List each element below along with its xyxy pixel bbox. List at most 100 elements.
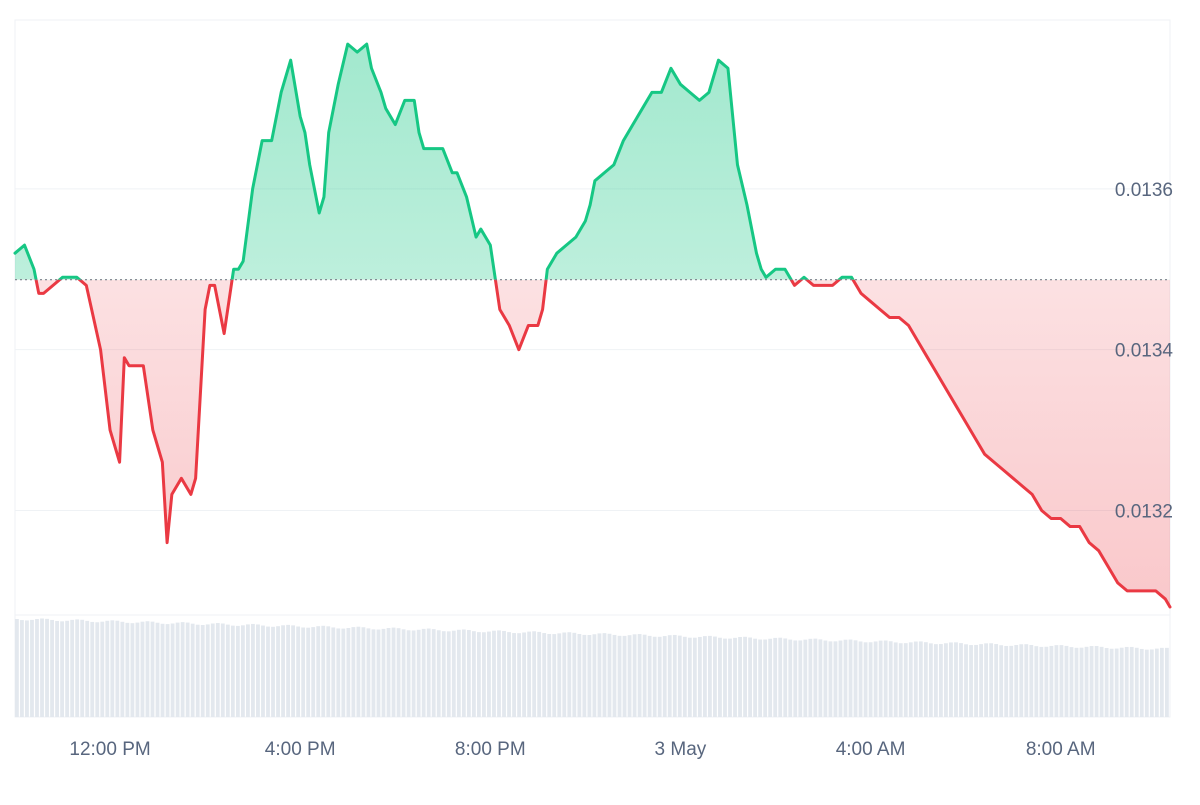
volume-bar bbox=[466, 630, 471, 717]
volume-bar bbox=[808, 638, 813, 717]
volume-bar bbox=[718, 637, 722, 717]
volume-bar bbox=[396, 628, 401, 717]
volume-bar bbox=[1054, 645, 1059, 717]
volume-bar bbox=[582, 634, 587, 717]
volume-bar bbox=[261, 625, 265, 717]
y-tick-label: 0.0134 bbox=[1115, 341, 1174, 362]
volume-bar bbox=[527, 631, 532, 717]
volume-bar bbox=[80, 619, 85, 717]
volume-bar bbox=[25, 620, 29, 717]
volume-bar bbox=[281, 625, 285, 717]
volume-bar bbox=[828, 641, 833, 717]
volume-bar bbox=[55, 621, 59, 717]
volume-bar bbox=[617, 635, 622, 717]
volume-bar bbox=[913, 641, 918, 717]
volume-bar bbox=[989, 643, 994, 717]
volume-bar bbox=[602, 633, 607, 717]
volume-bar bbox=[125, 622, 130, 717]
volume-bar bbox=[964, 644, 968, 717]
volume-bar bbox=[923, 642, 928, 717]
volume-bar bbox=[728, 638, 732, 717]
volume-bar bbox=[1134, 647, 1139, 717]
volume-bar bbox=[969, 645, 973, 717]
volume-bar bbox=[436, 630, 441, 717]
volume-bar bbox=[195, 624, 200, 717]
volume-bar bbox=[933, 644, 938, 717]
volume-bar bbox=[271, 626, 275, 717]
volume-bar bbox=[110, 620, 115, 717]
volume-bar bbox=[95, 622, 100, 717]
volume-bar bbox=[647, 635, 652, 717]
volume-bar bbox=[748, 637, 752, 717]
volume-bar bbox=[984, 643, 989, 717]
volume-bar bbox=[667, 635, 672, 717]
volume-bar bbox=[532, 631, 537, 717]
x-axis-ticks: 12:00 PM 4:00 PM 8:00 PM 3 May 4:00 AM 8:00 A… bbox=[69, 739, 1095, 760]
volume-bar bbox=[105, 620, 110, 717]
volume-bar bbox=[487, 631, 491, 717]
volume-bar bbox=[1129, 646, 1134, 717]
volume-bar bbox=[1004, 645, 1009, 717]
volume-bar bbox=[873, 641, 878, 717]
area-above-baseline bbox=[15, 44, 853, 280]
volume-bar bbox=[160, 623, 165, 717]
volume-bar bbox=[557, 633, 562, 717]
volume-bar bbox=[482, 632, 486, 717]
volume-bar bbox=[592, 634, 597, 717]
volume-bar bbox=[100, 621, 105, 717]
volume-bar bbox=[954, 642, 958, 717]
volume-bar bbox=[371, 629, 376, 717]
volume-bar bbox=[150, 621, 155, 717]
volume-bar bbox=[612, 634, 617, 717]
volume-bar bbox=[723, 638, 727, 717]
volume-bar bbox=[246, 624, 250, 717]
volume-bar bbox=[979, 644, 983, 717]
volume-bar bbox=[657, 636, 662, 717]
x-tick-label: 8:00 PM bbox=[455, 739, 526, 760]
volume-bar bbox=[1009, 645, 1014, 717]
volume-bar bbox=[336, 628, 341, 717]
volume-bar bbox=[50, 619, 54, 717]
volume-bar bbox=[376, 629, 381, 717]
volume-bar bbox=[687, 637, 692, 717]
volume-bar bbox=[1064, 645, 1069, 717]
volume-bar bbox=[677, 635, 682, 717]
volume-bar bbox=[918, 641, 923, 717]
x-tick-label: 3 May bbox=[655, 739, 707, 760]
volume-bar bbox=[1119, 647, 1124, 717]
volume-bar bbox=[15, 619, 19, 717]
volume-bar bbox=[833, 641, 838, 717]
volume-bar bbox=[627, 635, 632, 717]
volume-bar bbox=[838, 640, 843, 717]
volume-bar bbox=[572, 632, 577, 717]
volume-bar bbox=[682, 636, 687, 717]
volume-bar bbox=[878, 640, 883, 717]
volume-bar bbox=[210, 623, 215, 717]
volume-bar bbox=[783, 638, 788, 717]
volume-bar bbox=[85, 620, 90, 717]
volume-bar bbox=[577, 633, 582, 717]
volume-bar bbox=[90, 621, 95, 717]
price-line-up bbox=[13, 42, 855, 280]
volume-bar bbox=[758, 639, 763, 717]
volume-bar bbox=[949, 642, 953, 717]
volume-bar bbox=[426, 628, 431, 717]
volume-bar bbox=[70, 619, 75, 717]
volume-bar bbox=[286, 624, 290, 717]
x-tick-label: 8:00 AM bbox=[1026, 739, 1096, 760]
volume-bar bbox=[346, 627, 351, 717]
volume-bar bbox=[235, 625, 240, 717]
volume-bar bbox=[190, 623, 195, 717]
volume-bar bbox=[517, 633, 521, 717]
volume-bar bbox=[135, 622, 140, 717]
volume-bar bbox=[944, 643, 948, 717]
volume-bar bbox=[692, 637, 697, 717]
volume-bar bbox=[713, 636, 717, 717]
volume-bar bbox=[386, 627, 391, 717]
volume-bar bbox=[175, 622, 180, 717]
volume-bar bbox=[215, 623, 220, 717]
volume-bar bbox=[311, 627, 316, 717]
volume-bar bbox=[1019, 644, 1024, 717]
